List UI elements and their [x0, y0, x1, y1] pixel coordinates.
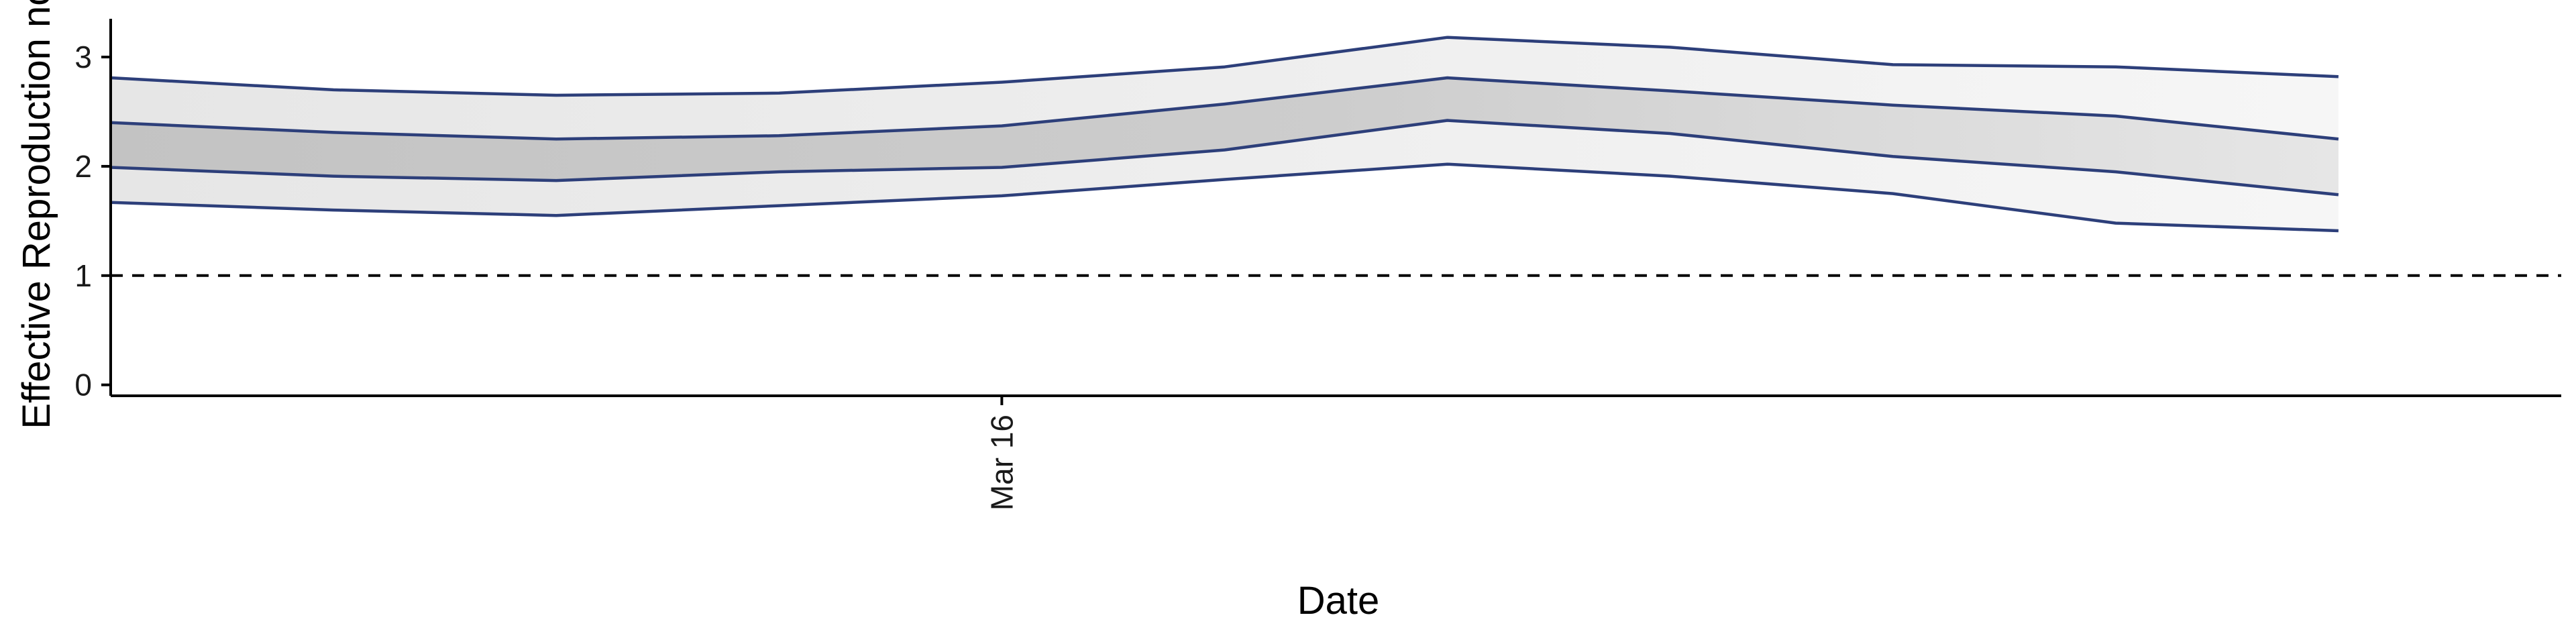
- y-tick-label: 3: [74, 40, 92, 74]
- y-tick-label: 2: [74, 149, 92, 184]
- x-axis-title: Date: [1297, 579, 1380, 623]
- y-ticks: 0 1 2 3: [74, 40, 111, 402]
- x-ticks: Mar 16: [984, 396, 1019, 511]
- y-tick-label: 0: [74, 368, 92, 402]
- plot-area: [110, 36, 2561, 277]
- x-axis: Mar 16: [111, 394, 2561, 511]
- y-axis-title: Effective Reproduction no.: [15, 0, 58, 429]
- y-axis: 0 1 2 3: [74, 19, 112, 402]
- series-line-3: [110, 76, 2339, 141]
- x-tick-label: Mar 16: [984, 415, 1019, 511]
- series-line-4: [110, 36, 2339, 97]
- y-tick-label: 1: [74, 258, 92, 293]
- series-lines: [110, 36, 2339, 233]
- series-line-2: [110, 119, 2339, 197]
- series-line-1: [110, 162, 2339, 233]
- inner-credible-band: [111, 78, 2339, 195]
